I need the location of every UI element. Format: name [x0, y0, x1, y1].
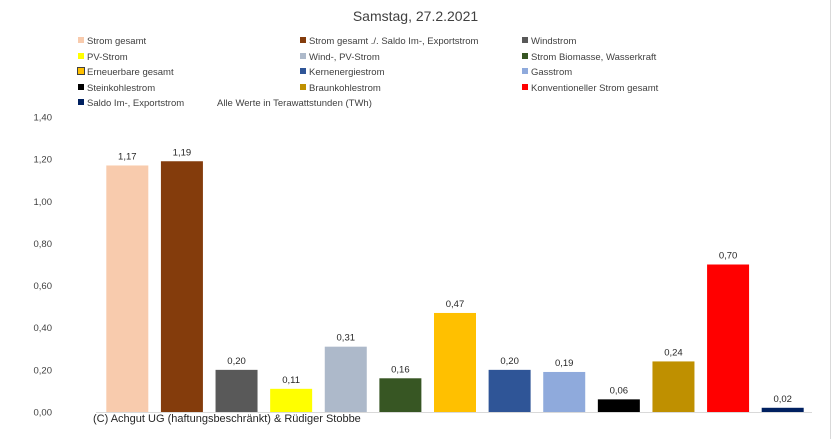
legend-label: Konventioneller Strom gesamt	[531, 82, 659, 94]
legend-item: Konventioneller Strom gesamt	[522, 83, 658, 95]
legend-swatch	[522, 83, 528, 90]
data-label: 0,16	[391, 364, 410, 375]
bar	[652, 361, 695, 412]
legend-label: Erneuerbare gesamt	[87, 67, 174, 78]
legend-label: Strom gesamt	[87, 36, 147, 47]
data-label: 1,19	[173, 147, 192, 158]
bar	[761, 407, 804, 412]
bar	[543, 371, 586, 412]
data-label: 0,11	[282, 375, 300, 386]
data-label: 0,02	[773, 394, 792, 405]
bar	[597, 399, 640, 412]
legend-item: Strom gesamt ./. Saldo Im-, Exportstrom	[300, 36, 478, 48]
bar	[215, 369, 258, 412]
legend-label: PV-Strom	[87, 51, 128, 63]
legend-item: Strom Biomasse, Wasserkraft	[522, 52, 656, 64]
legend-label: Saldo Im-, Exportstrom	[87, 98, 185, 109]
y-tick-label: 0,80	[34, 239, 53, 250]
legend-item: Braunkohlestrom	[300, 83, 381, 95]
data-label: 0,47	[446, 299, 465, 310]
bar	[488, 369, 531, 412]
bar	[379, 378, 422, 412]
y-tick-label: 0,20	[34, 365, 53, 376]
y-tick-label: 0,60	[34, 281, 53, 292]
legend-swatch	[522, 68, 528, 74]
bar	[707, 264, 750, 412]
data-label: 0,24	[664, 347, 683, 358]
data-label: 0,20	[227, 356, 246, 367]
y-tick-label: 0,40	[34, 323, 53, 334]
units-note: Alle Werte in Terawattstunden (TWh)	[217, 98, 372, 109]
legend-swatch	[300, 68, 306, 74]
bar	[434, 312, 476, 412]
legend-item: Strom gesamt	[78, 36, 146, 48]
legend-item: Steinkohlestrom	[78, 83, 155, 95]
legend-label: Windstrom	[531, 36, 577, 47]
bar	[106, 165, 149, 412]
legend-swatch	[78, 37, 84, 43]
y-tick-label: 1,40	[34, 113, 53, 124]
data-label: 0,31	[337, 333, 356, 344]
y-tick-label: 1,00	[34, 197, 53, 208]
legend-label: Strom gesamt ./. Saldo Im-, Exportstrom	[309, 36, 479, 47]
data-label: 0,19	[555, 358, 574, 369]
legend-label: Gasstrom	[531, 67, 573, 78]
legend-swatch	[522, 37, 528, 43]
bar	[324, 346, 367, 412]
legend-swatch	[78, 52, 84, 59]
y-tick-label: 0,00	[34, 408, 53, 419]
legend-swatch	[300, 83, 306, 90]
legend-item: Saldo Im-, Exportstrom	[78, 98, 184, 110]
legend-swatch	[78, 99, 84, 105]
data-label: 0,06	[610, 385, 629, 396]
legend-item: Erneuerbare gesamt	[77, 67, 174, 79]
chart-title: Samstag, 27.2.2021	[352, 8, 479, 24]
data-label: 0,20	[500, 356, 519, 367]
legend-swatch	[522, 52, 528, 59]
legend-item: Gasstrom	[522, 67, 572, 79]
legend-item: Kernenergiestrom	[300, 67, 385, 79]
bar	[270, 388, 313, 412]
legend-item: Wind-, PV-Strom	[300, 52, 380, 64]
legend-label: Steinkohlestrom	[87, 82, 156, 94]
legend-swatch	[300, 52, 306, 59]
legend-swatch	[77, 67, 85, 75]
legend-swatch	[300, 37, 306, 43]
bar	[160, 161, 203, 412]
legend-label: Kernenergiestrom	[309, 67, 385, 78]
data-label: 0,70	[719, 251, 738, 262]
legend-item: PV-Strom	[78, 52, 128, 64]
legend-label: Strom Biomasse, Wasserkraft	[531, 51, 657, 63]
data-label: 1,17	[118, 151, 137, 162]
copyright-credit: (C) Achgut UG (haftungsbeschränkt) & Rüd…	[91, 413, 363, 425]
legend-swatch	[78, 83, 84, 90]
legend-label: Braunkohlestrom	[309, 82, 381, 94]
legend-item: Windstrom	[522, 36, 576, 48]
y-tick-label: 1,20	[34, 155, 53, 166]
legend-label: Wind-, PV-Strom	[309, 51, 380, 63]
